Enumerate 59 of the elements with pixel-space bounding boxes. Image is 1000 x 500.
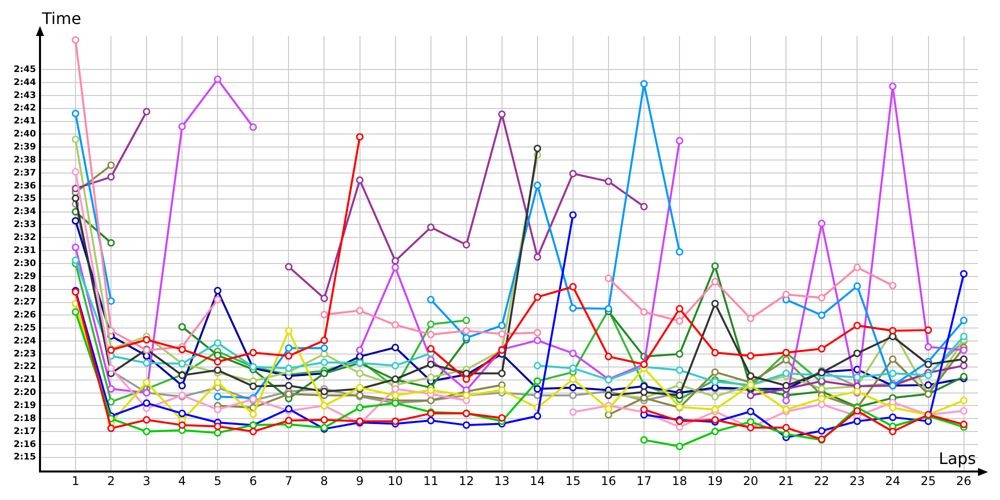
y-tick-label: 2:20: [14, 388, 36, 398]
y-tick-label: 2:16: [14, 440, 36, 450]
y-tick-label: 2:18: [14, 414, 36, 424]
y-tick-label: 2:32: [14, 232, 36, 243]
y-tick-label: 2:31: [14, 246, 36, 256]
y-tick-label: 2:30: [14, 258, 36, 269]
x-tick-label: 3: [142, 474, 150, 488]
y-tick-label: 2:42: [14, 104, 36, 114]
x-tick-label: 21: [778, 474, 794, 488]
y-tick-label: 2:44: [14, 78, 36, 88]
x-tick-label: 24: [885, 474, 900, 488]
x-tick-label: 5: [214, 474, 222, 488]
y-tick-label: 2:39: [14, 142, 36, 153]
y-tick-label: 2:19: [14, 401, 36, 412]
y-tick-label: 2:22: [14, 362, 36, 372]
x-tick-label: 23: [850, 474, 865, 488]
x-tick-label: 6: [249, 474, 257, 488]
x-tick-label: 18: [672, 474, 688, 488]
x-tick-label: 16: [600, 474, 616, 488]
y-tick-label: 2:41: [14, 116, 36, 127]
y-tick-label: 2:17: [14, 426, 36, 437]
y-tick-label: 2:15: [14, 452, 36, 463]
x-tick-label: 13: [494, 474, 510, 488]
x-tick-label: 25: [920, 474, 936, 488]
x-tick-label: 11: [423, 474, 438, 488]
y-tick-label: 2:33: [14, 220, 36, 230]
y-axis-title: Time: [41, 9, 82, 28]
x-tick-label: 4: [178, 474, 186, 488]
y-tick-label: 2:21: [14, 375, 36, 386]
x-tick-label: 20: [742, 474, 758, 488]
y-tick-label: 2:35: [14, 194, 36, 204]
x-tick-label: 12: [458, 474, 474, 488]
x-tick-label: 2: [107, 474, 115, 488]
y-tick-label: 2:40: [14, 130, 36, 140]
y-tick-label: 2:25: [14, 323, 36, 334]
x-tick-label: 26: [956, 474, 972, 488]
y-tick-label: 2:37: [14, 168, 36, 178]
x-axis-title: Laps: [938, 448, 976, 468]
x-tick-label: 22: [814, 474, 830, 488]
x-tick-label: 1: [72, 474, 80, 488]
x-tick-label: 14: [530, 474, 546, 488]
y-tick-label: 2:27: [14, 298, 36, 308]
y-tick-label: 2:23: [14, 349, 36, 360]
y-tick-label: 2:36: [14, 181, 36, 192]
y-tick-label: 2:43: [14, 90, 36, 101]
y-tick-label: 2:38: [14, 155, 36, 166]
x-tick-label: 9: [356, 474, 364, 488]
y-tick-label: 2:34: [14, 207, 36, 218]
y-tick-label: 2:26: [14, 310, 36, 321]
x-tick-label: 15: [565, 474, 581, 488]
x-tick-label: 19: [707, 474, 723, 488]
y-tick-label: 2:45: [14, 64, 36, 75]
x-tick-label: 17: [636, 474, 652, 488]
y-tick-label: 2:24: [14, 336, 36, 346]
y-tick-label: 2:29: [14, 272, 36, 282]
x-tick-label: 8: [320, 474, 328, 488]
y-tick-label: 2:28: [14, 284, 36, 295]
x-tick-label: 7: [284, 474, 293, 488]
x-tick-label: 10: [388, 474, 403, 488]
